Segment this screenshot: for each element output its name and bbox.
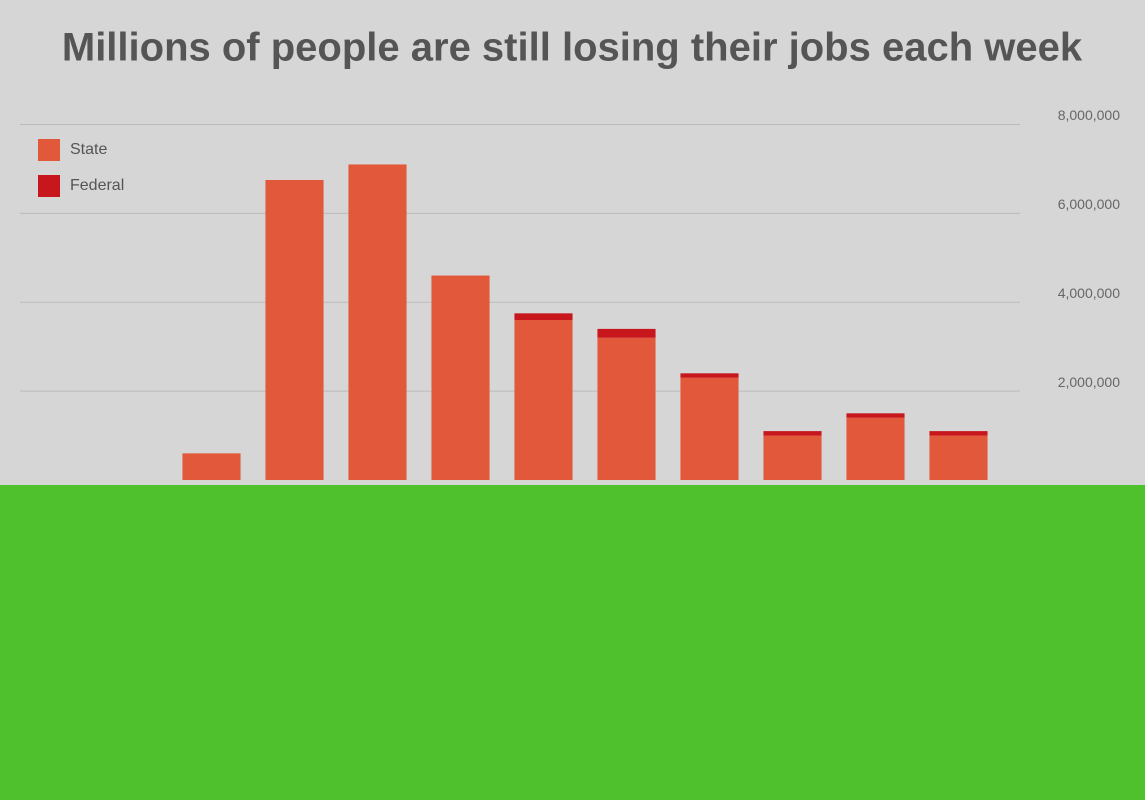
bar-segment bbox=[846, 417, 905, 480]
bar-segment bbox=[597, 328, 656, 338]
bar-segment bbox=[929, 431, 988, 436]
bar-segment bbox=[182, 453, 241, 480]
bar-segment bbox=[348, 164, 407, 480]
legend-label: Federal bbox=[70, 177, 124, 194]
bar-segment bbox=[929, 435, 988, 480]
bar-segment bbox=[431, 275, 490, 480]
chart-title: Millions of people are still losing thei… bbox=[62, 26, 1083, 70]
bar-segment bbox=[514, 320, 573, 480]
lower-panel bbox=[0, 485, 1145, 800]
bar-segment bbox=[763, 435, 822, 480]
y-tick-label: 2,000,000 bbox=[1058, 374, 1120, 390]
legend-label: State bbox=[70, 141, 107, 158]
y-tick-label: 6,000,000 bbox=[1058, 196, 1120, 212]
bar-segment bbox=[514, 313, 573, 320]
bar-segment bbox=[763, 431, 822, 436]
bar-segment bbox=[680, 377, 739, 480]
legend-swatch bbox=[38, 175, 60, 197]
bar-segment bbox=[846, 413, 905, 418]
bar-segment bbox=[680, 373, 739, 378]
bar-segment bbox=[265, 180, 324, 480]
bar-segment bbox=[597, 337, 656, 480]
legend-swatch bbox=[38, 139, 60, 161]
y-tick-label: 4,000,000 bbox=[1058, 285, 1120, 301]
y-tick-label: 8,000,000 bbox=[1058, 107, 1120, 123]
